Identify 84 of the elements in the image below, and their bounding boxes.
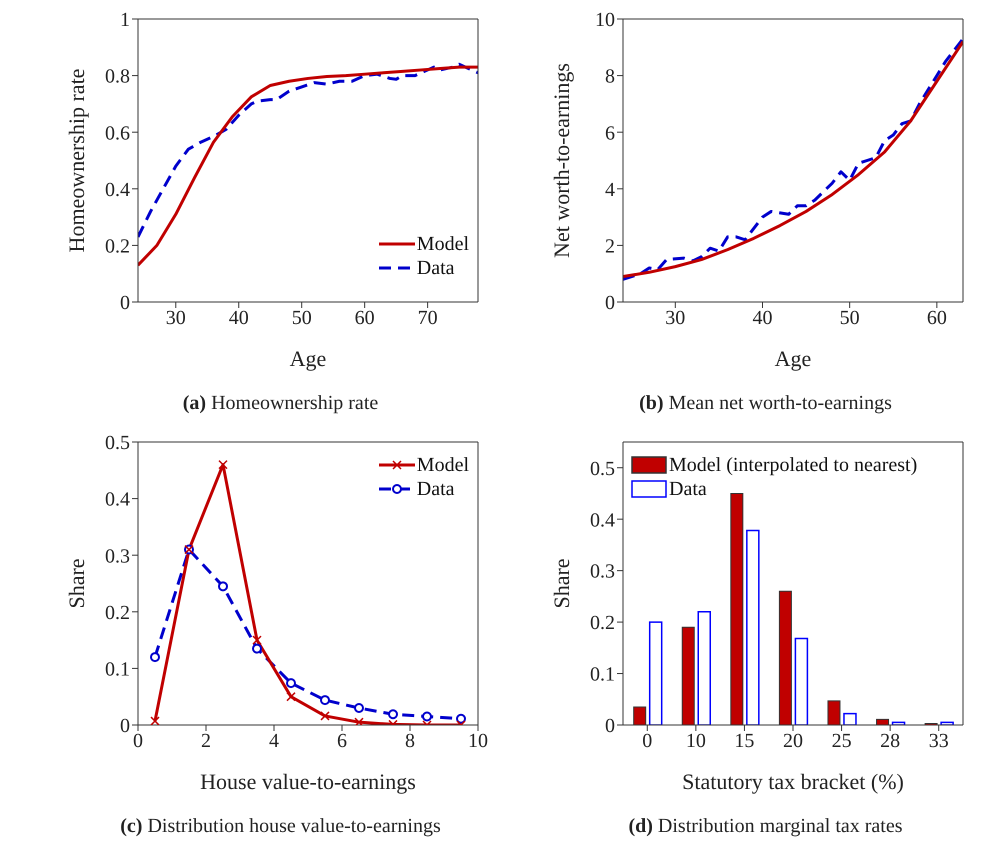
bar <box>940 722 954 725</box>
legend-label: Model (interpolated to nearest) <box>669 453 918 477</box>
y-tick-label: 0 <box>605 292 615 314</box>
y-tick-label: 0.2 <box>105 236 130 258</box>
legend-label: Model <box>416 232 469 256</box>
bar <box>892 722 906 725</box>
x-tick-label: 28 <box>880 730 900 752</box>
x-tick-label: 50 <box>292 307 312 330</box>
point <box>252 644 262 654</box>
legend-label: Data <box>669 477 707 501</box>
y-tick-label: 0.5 <box>105 432 130 454</box>
y-tick-label: 10 <box>595 9 615 32</box>
y-tick-label: 0.3 <box>105 545 130 568</box>
y-tick-label: 0.1 <box>105 658 130 680</box>
text: (d) Distribution marginal tax rates <box>627 815 904 838</box>
y-tick-label: 2 <box>605 236 615 258</box>
x-axis-title: Age <box>774 346 812 371</box>
y-tick-label: 4 <box>605 178 615 201</box>
text: (a) Homeownership rate <box>182 392 380 415</box>
legend-label: Model <box>416 453 469 477</box>
x-tick-label: 8 <box>405 730 415 752</box>
x-tick-label: 4 <box>269 730 279 752</box>
bar <box>746 530 760 725</box>
legend-label: Data <box>416 477 455 501</box>
point <box>388 709 398 720</box>
point <box>422 712 432 722</box>
bar <box>843 712 857 725</box>
y-tick-label: 1 <box>120 9 130 32</box>
point <box>150 716 160 725</box>
y-tick-label: 0 <box>120 715 130 738</box>
y-axis-title: Net worth-to-earnings <box>548 63 574 258</box>
x-tick-label: 60 <box>926 307 947 330</box>
y-tick-label: 0 <box>605 715 615 738</box>
x-tick-label: 10 <box>686 730 706 752</box>
point <box>320 695 330 706</box>
y-tick-label: 0.5 <box>590 458 615 480</box>
x-tick-label: 60 <box>354 307 375 330</box>
y-tick-label: 0.1 <box>590 664 615 686</box>
y-tick-label: 0.3 <box>590 560 615 583</box>
bar <box>648 621 662 725</box>
text: (c) Distribution house value-to-earnings <box>119 815 442 838</box>
x-axis-title: Statutory tax bracket (%) <box>682 769 904 794</box>
y-tick-label: 0.4 <box>105 488 130 511</box>
x-axis-title: Age <box>290 346 326 371</box>
point <box>354 703 364 714</box>
x-tick-label: 10 <box>468 730 488 752</box>
x-tick-label: 0 <box>642 730 652 752</box>
y-tick-label: 0.4 <box>590 509 615 532</box>
text: (b) Mean net worth-to-earnings <box>638 392 893 415</box>
point <box>286 678 296 688</box>
x-tick-label: 33 <box>928 730 949 752</box>
x-tick-label: 40 <box>752 307 772 330</box>
x-tick-label: 2 <box>201 730 211 752</box>
point <box>218 460 228 470</box>
x-tick-label: 30 <box>665 307 686 330</box>
point <box>354 717 364 725</box>
point <box>150 652 160 662</box>
x-tick-label: 20 <box>783 730 803 752</box>
y-tick-label: 8 <box>605 66 615 88</box>
y-axis-title: Homeownership rate <box>64 68 89 252</box>
y-axis-title: Share <box>64 558 89 609</box>
y-tick-label: 0.6 <box>105 122 130 144</box>
x-axis-title: House value-to-earnings <box>200 769 416 794</box>
y-tick-label: 0.2 <box>590 612 615 634</box>
x-tick-label: 25 <box>832 730 852 752</box>
y-tick-label: 0.4 <box>105 178 130 201</box>
bar <box>794 638 808 725</box>
y-tick-label: 0.2 <box>105 602 130 624</box>
y-tick-label: 6 <box>605 122 615 144</box>
x-tick-label: 6 <box>337 730 347 752</box>
y-tick-label: 0.8 <box>105 66 130 88</box>
x-tick-label: 15 <box>734 730 754 752</box>
x-tick-label: 50 <box>840 307 860 330</box>
point <box>252 635 262 645</box>
x-tick-label: 70 <box>418 307 438 330</box>
point <box>286 692 296 702</box>
bar <box>698 611 712 725</box>
x-tick-label: 40 <box>228 307 249 330</box>
y-tick-label: 0 <box>120 292 130 314</box>
y-axis-title: Share <box>548 558 574 609</box>
point <box>218 581 228 592</box>
x-tick-label: 30 <box>166 307 186 330</box>
point <box>320 711 330 721</box>
legend-label: Data <box>416 256 455 280</box>
